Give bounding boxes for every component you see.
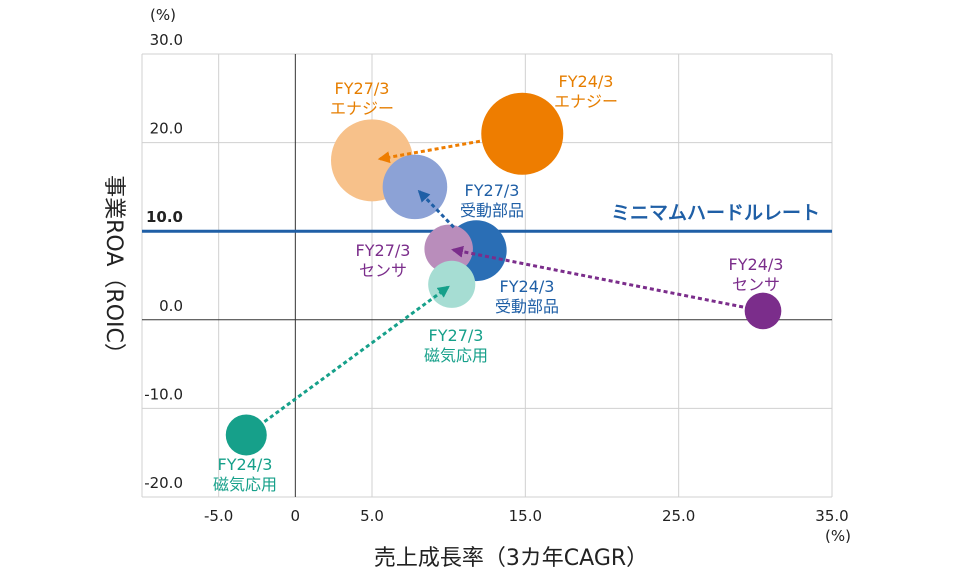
- y-tick-label: 10.0: [146, 208, 183, 226]
- label-segment: 受動部品: [460, 201, 524, 220]
- label-period: FY24/3: [729, 255, 784, 274]
- label-period: FY24/3: [218, 455, 273, 474]
- label-period: FY24/3: [559, 72, 614, 91]
- bubble-energy-fy24: [481, 92, 564, 175]
- point-labels: FY24/3エナジーFY27/3エナジーFY24/3受動部品FY27/3受動部品…: [213, 72, 783, 494]
- x-tick-label: 5.0: [360, 507, 384, 525]
- arrow-sensor-fy24: [451, 245, 744, 309]
- bubble-sensor-fy27: [424, 224, 473, 274]
- y-tick-label: -20.0: [144, 474, 183, 492]
- x-tick-label: 35.0: [815, 507, 848, 525]
- label-segment: 磁気応用: [213, 475, 277, 494]
- bubble-passive-fy27: [382, 154, 448, 220]
- arrow-magnetic-fy24: [263, 285, 450, 423]
- label-segment: エナジー: [330, 99, 394, 118]
- label-period: FY27/3: [356, 241, 411, 260]
- x-axis-unit: (%): [825, 527, 851, 545]
- label-period: FY27/3: [429, 326, 484, 345]
- axes: [142, 54, 832, 497]
- label-segment: 磁気応用: [424, 346, 488, 365]
- bubbles: [225, 92, 782, 456]
- bubble-magnetic-fy24: [225, 414, 267, 456]
- label-segment: センサ: [732, 275, 780, 294]
- x-tick-label: -5.0: [204, 507, 233, 525]
- arrow-energy-fy24: [377, 139, 481, 164]
- label-period: FY27/3: [335, 79, 390, 98]
- x-tick-label: 25.0: [662, 507, 695, 525]
- label-segment: エナジー: [554, 92, 618, 111]
- label-segment: 受動部品: [495, 297, 559, 316]
- tick-labels: -5.0 0 5.0 15.0 25.0 35.0 30.0 20.0 10.0 0.0 -10.0…: [144, 31, 849, 525]
- x-tick-label: 0: [291, 507, 301, 525]
- hurdle-label: ミニマムハードルレート: [611, 202, 820, 224]
- x-axis-title: 売上成長率（3カ年CAGR）: [374, 546, 648, 571]
- bubble-magnetic-fy27: [428, 260, 476, 308]
- y-tick-label: 0.0: [159, 297, 183, 315]
- bubble-sensor-fy24: [744, 292, 782, 330]
- label-period: FY24/3: [500, 277, 555, 296]
- arrow-passive-fy24: [417, 189, 455, 229]
- arrows: [263, 139, 744, 423]
- label-segment: センサ: [359, 261, 407, 280]
- x-tick-label: 15.0: [509, 507, 542, 525]
- label-period: FY27/3: [465, 181, 520, 200]
- y-tick-label: 20.0: [150, 120, 183, 138]
- y-tick-label: 30.0: [150, 31, 183, 49]
- y-axis-title: 事業ROA（ROIC）: [101, 175, 126, 365]
- y-tick-label: -10.0: [144, 385, 183, 403]
- y-axis-unit: (%): [150, 6, 176, 24]
